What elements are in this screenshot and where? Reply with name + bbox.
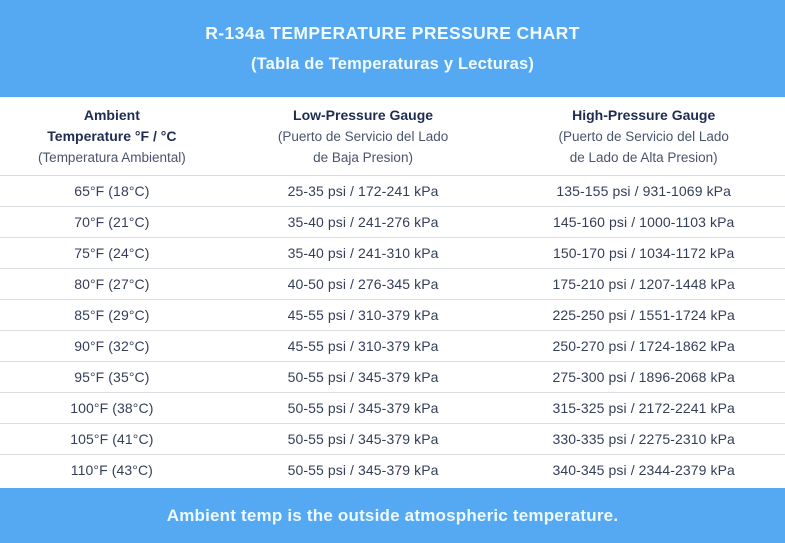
col-header-title-line: Temperature °F / °C xyxy=(47,128,177,144)
table-cell: 145-160 psi / 1000-1103 kPa xyxy=(502,206,785,238)
table-cell: 45-55 psi / 310-379 kPa xyxy=(223,299,503,331)
page-title: R-134a TEMPERATURE PRESSURE CHART xyxy=(205,23,580,43)
table-cell: 135-155 psi / 931-1069 kPa xyxy=(502,175,785,207)
table-row: 85°F (29°C) 45-55 psi / 310-379 kPa 225-25… xyxy=(0,299,785,331)
table-cell: 40-50 psi / 276-345 kPa xyxy=(223,268,503,300)
table-row: 105°F (41°C) 50-55 psi / 345-379 kPa 330-3… xyxy=(0,423,785,455)
table-row: 80°F (27°C) 40-50 psi / 276-345 kPa 175-21… xyxy=(0,268,785,300)
col-header-high-pressure-gauge: High-Pressure Gauge (Puerto de Servicio … xyxy=(502,97,785,176)
table-cell: 50-55 psi / 345-379 kPa xyxy=(223,361,503,393)
table-cell: 80°F (27°C) xyxy=(0,268,224,300)
table-cell: 250-270 psi / 1724-1862 kPa xyxy=(502,330,785,362)
pressure-table-body: 65°F (18°C) 25-35 psi / 172-241 kPa 135-15… xyxy=(0,175,785,486)
col-header-subtitle-line: (Temperatura Ambiental) xyxy=(37,150,186,165)
col-header-title-line: Ambient xyxy=(83,107,140,123)
col-header-subtitle-line: de Baja Presion) xyxy=(313,150,413,165)
table-header-row: Ambient Temperature °F / °C (Temperatura… xyxy=(0,97,785,176)
table-cell: 90°F (32°C) xyxy=(0,330,224,362)
table-cell: 95°F (35°C) xyxy=(0,361,224,393)
table-cell: 275-300 psi / 1896-2068 kPa xyxy=(502,361,785,393)
table-cell: 65°F (18°C) xyxy=(0,175,224,207)
table-cell: 50-55 psi / 345-379 kPa xyxy=(287,462,439,479)
table-row: 70°F (21°C) 35-40 psi / 241-276 kPa 145-16… xyxy=(0,206,785,238)
table-cell: 225-250 psi / 1551-1724 kPa xyxy=(502,299,785,331)
col-header-title-line: Low-Pressure Gauge xyxy=(293,107,434,123)
page-subtitle: (Tabla de Temperaturas y Lecturas) xyxy=(250,55,535,73)
table-cell: 50-55 psi / 345-379 kPa xyxy=(223,392,503,424)
table-cell: 45-55 psi / 310-379 kPa xyxy=(223,330,503,362)
table-cell: 70°F (21°C) xyxy=(0,206,224,238)
col-header-ambient-temperature: Ambient Temperature °F / °C (Temperatura… xyxy=(0,97,224,176)
table-cell: 35-40 psi / 241-276 kPa xyxy=(223,206,503,238)
table-cell: 340-345 psi / 2344-2379 kPa xyxy=(552,462,735,479)
pressure-table: Ambient Temperature °F / °C (Temperatura… xyxy=(0,97,785,486)
col-header-subtitle-line: (Puerto de Servicio del Lado xyxy=(277,129,449,144)
table-cell: 75°F (24°C) xyxy=(0,237,224,269)
table-cell: 150-170 psi / 1034-1172 kPa xyxy=(502,237,785,269)
col-header-low-pressure-gauge: Low-Pressure Gauge (Puerto de Servicio d… xyxy=(223,97,503,176)
table-row: 110°F (43°C) 50-55 psi / 345-379 kPa 340-3… xyxy=(0,455,785,486)
table-row: 100°F (38°C) 50-55 psi / 345-379 kPa 315-3… xyxy=(0,392,785,424)
table-cell: 35-40 psi / 241-310 kPa xyxy=(223,237,503,269)
table-cell: 330-335 psi / 2275-2310 kPa xyxy=(502,423,785,455)
table-cell: 315-325 psi / 2172-2241 kPa xyxy=(502,392,785,424)
table-row: 75°F (24°C) 35-40 psi / 241-310 kPa 150-17… xyxy=(0,237,785,269)
table-cell: 175-210 psi / 1207-1448 kPa xyxy=(502,268,785,300)
col-header-subtitle-line: (Puerto de Servicio del Lado xyxy=(558,129,729,144)
table-cell: 85°F (29°C) xyxy=(0,299,224,331)
ambient-temp-note: Ambient temp is the outside atmospheric … xyxy=(166,505,619,525)
table-cell: 50-55 psi / 345-379 kPa xyxy=(223,423,503,455)
table-row: 65°F (18°C) 25-35 psi / 172-241 kPa 135-15… xyxy=(0,175,785,207)
table-cell: 110°F (43°C) xyxy=(70,462,153,479)
table-row: 90°F (32°C) 45-55 psi / 310-379 kPa 250-27… xyxy=(0,330,785,362)
table-cell: 100°F (38°C) xyxy=(0,392,224,424)
table-cell: 105°F (41°C) xyxy=(0,423,224,455)
table-row: 95°F (35°C) 50-55 psi / 345-379 kPa 275-30… xyxy=(0,361,785,393)
table-cell: 25-35 psi / 172-241 kPa xyxy=(223,175,503,207)
bottom-banner: Ambient temp is the outside atmospheric … xyxy=(0,488,785,543)
col-header-title-line: High-Pressure Gauge xyxy=(572,107,716,123)
col-header-subtitle-line: de Lado de Alta Presion) xyxy=(569,150,718,165)
top-banner: R-134a TEMPERATURE PRESSURE CHART (Tabla… xyxy=(0,0,785,97)
